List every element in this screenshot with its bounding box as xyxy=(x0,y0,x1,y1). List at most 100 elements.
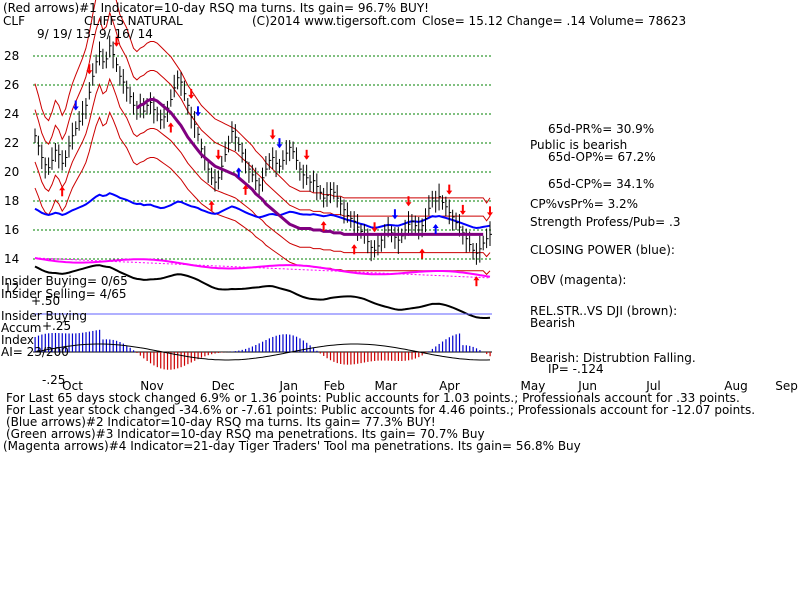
arrow-head xyxy=(473,276,480,281)
y-tick-label: 28 xyxy=(4,49,19,63)
accum-bar xyxy=(197,352,199,360)
accum-bar xyxy=(183,352,186,366)
accum-bar xyxy=(71,333,74,352)
accum-bar xyxy=(265,339,267,352)
arrow-down xyxy=(371,222,378,233)
stat-op: 65d-OP%= 67.2% xyxy=(548,150,656,164)
accum-bar xyxy=(445,339,447,352)
ai-value: AI= 23/200 xyxy=(1,345,69,359)
arrow-up xyxy=(59,186,66,197)
accum-bar xyxy=(448,337,450,352)
arrow-down xyxy=(72,100,79,111)
arrow-down xyxy=(86,64,93,75)
arrow-down xyxy=(487,206,493,217)
accum-bar xyxy=(132,350,135,352)
accum-bar xyxy=(380,352,383,361)
arrow-head xyxy=(72,106,79,111)
accum-bar xyxy=(245,348,247,352)
index-label: Index xyxy=(1,333,35,347)
footer-line2: For Last year stock changed -34.6% or -7… xyxy=(6,403,756,417)
accum-bar xyxy=(289,334,291,352)
arrow-down xyxy=(215,149,222,160)
accum-ma-path xyxy=(34,343,491,361)
accum-bar xyxy=(146,352,148,361)
accum-bar xyxy=(37,335,40,352)
accum-bar xyxy=(173,352,175,370)
accum-bar xyxy=(187,352,189,365)
stat-cp: 65d-CP%= 34.1% xyxy=(548,177,655,191)
x-tick-label: May xyxy=(521,379,546,393)
arrow-head xyxy=(235,167,242,172)
lower-inner-band xyxy=(34,77,491,258)
accum-bar xyxy=(438,343,440,352)
accum-bar xyxy=(92,330,94,352)
footer-line1: For Last 65 days stock changed 6.9% or 1… xyxy=(6,391,740,405)
ip-value: IP= -.124 xyxy=(548,362,604,376)
accum-bar xyxy=(458,333,461,352)
relstr-value: Bearish xyxy=(530,316,576,330)
accum-bar xyxy=(163,352,165,370)
accum-bar xyxy=(462,345,464,352)
x-tick-label: Aug xyxy=(724,379,747,393)
signal-arrows xyxy=(59,36,493,287)
accum-bar xyxy=(428,351,430,352)
accum-bar xyxy=(404,352,406,361)
accum-plus-25: +.25 xyxy=(42,319,72,333)
accum-bar xyxy=(200,352,203,358)
x-tick-label: Sep xyxy=(775,379,798,393)
accum-bar xyxy=(54,332,57,352)
arrow-head xyxy=(208,200,215,205)
accum-bar xyxy=(136,352,138,353)
stat-pr: 65d-PR%= 30.9% xyxy=(548,122,655,136)
stat-strength: Strength Profess/Pub= .3 xyxy=(530,215,681,229)
accum-bar xyxy=(139,352,141,356)
x-axis-labels: Oct Nov Dec Jan Feb Mar Apr May Jun Jul Aug Sep xyxy=(62,379,798,393)
accum-bar xyxy=(374,352,376,361)
stat-cpvspr: CP%vsPr%= 3.2% xyxy=(530,197,639,211)
price-bars xyxy=(34,35,492,265)
y-axis-labels: 28 26 24 22 20 18 16 14 12 xyxy=(4,49,19,295)
accum-bar xyxy=(316,350,318,352)
arrow-down xyxy=(459,204,466,215)
closing-power-label: CLOSING POWER (blue): xyxy=(530,243,675,257)
accum-bar xyxy=(88,331,91,352)
arrow-down xyxy=(405,196,412,207)
accum-minus-25: -.25 xyxy=(42,373,66,387)
arrow-down xyxy=(113,36,120,47)
accum-bar xyxy=(295,336,298,352)
closing-power-line xyxy=(34,192,491,230)
accum-bar xyxy=(285,334,287,352)
accum-bar xyxy=(292,335,294,352)
x-tick-label: Jun xyxy=(577,379,597,393)
x-tick-label: Mar xyxy=(375,379,398,393)
accum-bar xyxy=(363,352,366,363)
accum-bar xyxy=(238,350,240,352)
accum-bar xyxy=(255,344,257,352)
footer-line4: (Green arrows)#3 Indicator=10-day RSQ ma… xyxy=(6,427,485,441)
accum-bar xyxy=(177,352,179,369)
obv-path xyxy=(34,257,491,278)
accum-status: Bearish: Distrubtion Falling. xyxy=(530,351,696,365)
arrow-head xyxy=(194,112,201,117)
accum-bar xyxy=(85,332,87,352)
arrow-head xyxy=(242,184,249,189)
arrow-head xyxy=(432,224,439,228)
arrow-head xyxy=(351,244,358,249)
insider-buying: Insider Buying= 0/65 xyxy=(1,274,128,288)
accum-bar xyxy=(431,348,433,352)
accum-bar xyxy=(82,332,84,352)
accum-bar xyxy=(479,350,481,352)
arrow-down xyxy=(269,129,276,140)
moving-average-line xyxy=(135,98,484,236)
x-tick-label: Dec xyxy=(212,379,235,393)
arrow-up xyxy=(242,184,249,195)
y-tick-label: 20 xyxy=(4,165,19,179)
arrow-head xyxy=(487,212,493,217)
accum-bar xyxy=(170,352,172,370)
y-tick-label: 18 xyxy=(4,194,19,208)
accum-bar xyxy=(272,336,274,352)
accum-bar xyxy=(149,352,152,364)
accum-bar xyxy=(51,333,53,352)
arrow-up xyxy=(419,248,426,259)
